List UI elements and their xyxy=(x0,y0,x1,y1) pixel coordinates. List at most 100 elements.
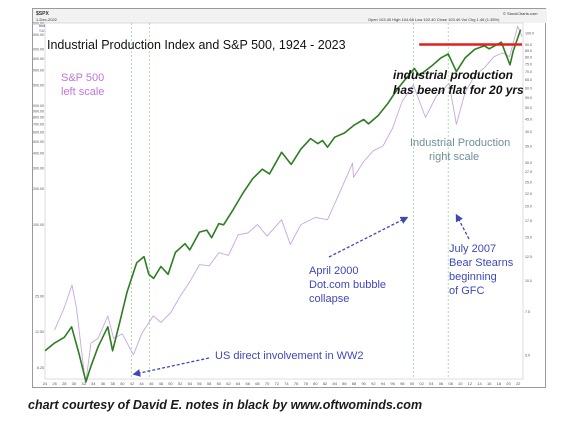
x-tick-label: 58 xyxy=(207,381,212,386)
x-tick-label: 28 xyxy=(62,381,67,386)
x-tick-label: 98 xyxy=(400,381,405,386)
x-tick-label: 78 xyxy=(304,381,309,386)
x-tick-label: 18 xyxy=(497,381,502,386)
annotation-gfc-2: Bear Stearns xyxy=(449,257,514,269)
left-tick-label: 2500.00 xyxy=(33,57,44,61)
right-tick-label: 15.0 xyxy=(525,235,532,239)
right-tick-label: 45.0 xyxy=(525,117,532,121)
right-tick-label: 55.0 xyxy=(525,96,532,100)
left-tick-label: 4000.00 xyxy=(33,33,44,37)
chart-frame: $SPX 1-Dec-2022 © StockCharts.com Open 1… xyxy=(32,8,547,388)
x-tick-label: 52 xyxy=(178,381,183,386)
right-tick-label: 17.5 xyxy=(525,219,532,223)
vertical-gridlines xyxy=(131,23,449,379)
x-tick-label: 22 xyxy=(516,381,521,386)
annotation-ip-2: right scale xyxy=(429,151,479,163)
left-tick-label: 5000.00 xyxy=(33,21,44,25)
chart-source: © StockCharts.com xyxy=(503,11,538,16)
left-tick-label: 6.25 xyxy=(37,366,44,370)
left-tick-label: 100.00 xyxy=(33,223,44,227)
x-tick-label: 34 xyxy=(91,381,96,386)
x-tick-label: 04 xyxy=(429,381,434,386)
annotation-ww2: US direct involvement in WW2 xyxy=(215,350,364,362)
left-tick-label: 2000.00 xyxy=(33,69,44,73)
right-tick-label: 5.0 xyxy=(525,353,530,357)
right-tick-label: 50.0 xyxy=(525,106,532,110)
annotation-dotcom-1: April 2000 xyxy=(309,265,359,277)
x-tick-label: 84 xyxy=(332,381,337,386)
x-tick-label: 10 xyxy=(458,381,463,386)
left-tick-label: 1500.00 xyxy=(33,83,44,87)
x-tick-label: 56 xyxy=(197,381,202,386)
arrow-gfc xyxy=(455,213,470,240)
x-tick-label: 40 xyxy=(120,381,125,386)
x-tick-label: 50 xyxy=(168,381,173,386)
chart-ohlc: Open 103.40 High 104.68 Low 102.40 Close… xyxy=(368,17,500,22)
chart-svg: $SPX 1-Dec-2022 © StockCharts.com Open 1… xyxy=(33,9,547,386)
right-tick-label: 60.0 xyxy=(525,86,532,90)
arrow-dotcom xyxy=(328,216,409,258)
plot-area xyxy=(44,22,524,380)
x-tick-label: 96 xyxy=(390,381,395,386)
x-tick-label: 64 xyxy=(236,381,241,386)
left-tick-label: 1000.00 xyxy=(33,104,44,108)
left-tick-label: 25.00 xyxy=(35,294,44,298)
x-tick-label: 08 xyxy=(448,381,453,386)
x-tick-label: 46 xyxy=(149,381,154,386)
series-ip-line xyxy=(44,29,522,383)
x-tick-label: 20 xyxy=(506,381,511,386)
x-tick-label: 32 xyxy=(81,381,86,386)
right-axis-ticks: 100.0 90.0 85.0 80.0 75.0 70.0 65.0 60.0 55.0 50.… xyxy=(525,32,534,358)
right-tick-label: 30.0 xyxy=(525,161,532,165)
right-tick-label: 40.0 xyxy=(525,130,532,134)
right-tick-label: 65.0 xyxy=(525,78,532,82)
right-tick-label: 100.0 xyxy=(525,32,534,36)
annotation-gfc-3: beginning xyxy=(449,271,497,283)
right-tick-label: 22.5 xyxy=(525,192,532,196)
annotation-ip-1: Industrial Production xyxy=(410,137,510,149)
x-tick-label: 74 xyxy=(284,381,289,386)
arrow-ww2 xyxy=(132,357,210,377)
annotation-dotcom-2: Dot.com bubble xyxy=(309,279,386,291)
x-tick-label: 00 xyxy=(410,381,415,386)
right-tick-label: 25.0 xyxy=(525,180,532,184)
chart-symbol: $SPX xyxy=(36,11,49,17)
x-tick-label: 44 xyxy=(139,381,144,386)
x-tick-label: 12 xyxy=(468,381,473,386)
chart-symbol-sub: 1-Dec-2022 xyxy=(36,17,58,22)
right-tick-label: 12.5 xyxy=(525,255,532,259)
x-tick-label: 62 xyxy=(226,381,231,386)
x-tick-label: 24 xyxy=(43,381,48,386)
right-tick-label: 70.0 xyxy=(525,70,532,74)
x-tick-label: 68 xyxy=(255,381,260,386)
annotation-gfc-1: July 2007 xyxy=(449,243,496,255)
left-tick-label: 700.00 xyxy=(33,123,44,127)
x-tick-label: 26 xyxy=(52,381,57,386)
x-tick-label: 86 xyxy=(342,381,347,386)
right-tick-label: 27.5 xyxy=(525,170,532,174)
x-tick-label: 66 xyxy=(246,381,251,386)
right-tick-label: 10.0 xyxy=(525,279,532,283)
x-tick-label: 60 xyxy=(217,381,222,386)
right-tick-label: 80.0 xyxy=(525,56,532,60)
annotation-gfc-4: of GFC xyxy=(449,285,485,297)
left-tick-label: 12.50 xyxy=(35,330,44,334)
x-tick-label: 72 xyxy=(275,381,280,386)
left-tick-label: 900.00 xyxy=(33,110,44,114)
left-axis-ticks: 5000.00 4000.00 3000.00 2500.00 2000.00 1500.… xyxy=(33,21,44,370)
left-tick-label: 800.00 xyxy=(33,116,44,120)
right-tick-label: 7.5 xyxy=(525,310,530,314)
x-tick-label: 48 xyxy=(159,381,164,386)
chart-title: Industrial Production Index and S&P 500,… xyxy=(47,38,346,52)
left-tick-label: 600.00 xyxy=(33,131,44,135)
right-tick-label: 90.0 xyxy=(525,43,532,47)
annotation-dotcom-3: collapse xyxy=(309,293,349,305)
annotation-flat-2: has been flat for 20 yrs xyxy=(393,83,524,97)
series-layer xyxy=(44,25,523,385)
chart-header-strip xyxy=(33,9,547,23)
right-tick-label: 75.0 xyxy=(525,62,532,66)
x-tick-label: 30 xyxy=(72,381,77,386)
x-tick-label: 06 xyxy=(439,381,444,386)
left-tick-label: 500.00 xyxy=(33,140,44,144)
left-tick-label: 400.00 xyxy=(33,151,44,155)
